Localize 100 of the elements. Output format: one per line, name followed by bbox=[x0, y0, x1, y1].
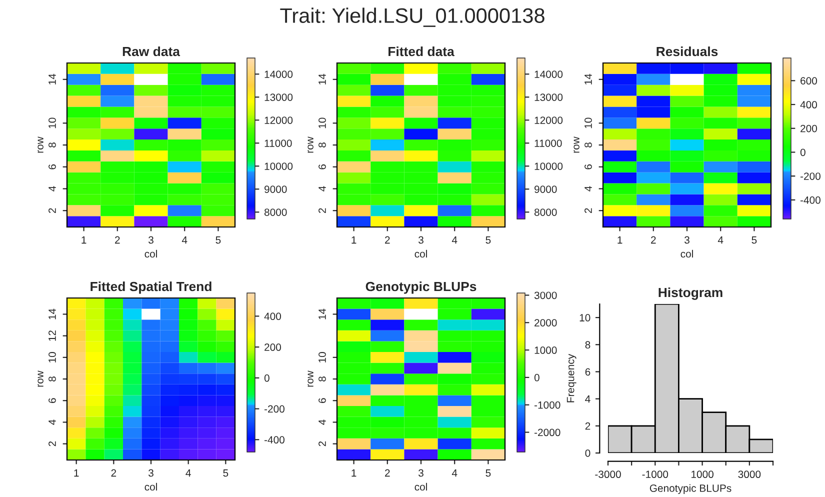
color-bar-label: 10000 bbox=[534, 162, 563, 170]
y-tick-label: 8 bbox=[48, 142, 56, 148]
y-tick-label: 2 bbox=[318, 441, 326, 446]
y-tick-label: 12 bbox=[48, 330, 56, 341]
y-tick-label: 14 bbox=[318, 308, 326, 320]
y-tick-label: 14 bbox=[48, 74, 56, 84]
y-tick-label: 6 bbox=[585, 368, 590, 376]
x-tick-label: -1000 bbox=[642, 470, 668, 478]
x-tick-label: 3000 bbox=[738, 470, 761, 478]
x-tick-label: 4 bbox=[718, 236, 724, 244]
y-tick-label: 6 bbox=[318, 164, 326, 170]
y-axis-title: row bbox=[308, 370, 314, 387]
color-bar-label: 14000 bbox=[264, 70, 293, 78]
color-bar-label: 12000 bbox=[264, 116, 293, 124]
y-axis-title: Frequency bbox=[566, 354, 576, 402]
x-tick-label: -3000 bbox=[595, 470, 621, 478]
x-tick-label: 1 bbox=[618, 236, 622, 244]
color-bar-label: 1000 bbox=[534, 346, 557, 354]
color-bar-label: -400 bbox=[264, 436, 284, 444]
color-bar-label: 0 bbox=[800, 148, 806, 156]
x-tick-label: 5 bbox=[216, 236, 221, 244]
color-bar-label: 0 bbox=[264, 374, 270, 382]
x-tick-label: 3 bbox=[148, 236, 154, 244]
y-tick-label: 10 bbox=[584, 118, 592, 128]
y-tick-label: 6 bbox=[584, 164, 592, 170]
y-tick-label: 4 bbox=[318, 186, 326, 192]
y-tick-label: 8 bbox=[585, 341, 590, 349]
x-tick-label: 2 bbox=[385, 469, 390, 477]
x-tick-label: 2 bbox=[651, 236, 656, 244]
chart-title: Fitted data bbox=[388, 46, 454, 56]
y-axis-title: row bbox=[308, 136, 314, 153]
x-tick-label: 2 bbox=[385, 236, 390, 244]
y-tick-label: 4 bbox=[48, 420, 56, 425]
chart-title: Fitted Spatial Trend bbox=[90, 281, 212, 294]
x-tick-label: 4 bbox=[452, 469, 458, 477]
y-tick-label: 8 bbox=[584, 142, 592, 148]
color-bar-label: 9000 bbox=[264, 186, 287, 193]
x-tick-label: 4 bbox=[452, 236, 458, 244]
y-tick-label: 10 bbox=[318, 352, 326, 362]
x-axis-title: col bbox=[414, 250, 427, 258]
color-bar-label: 12000 bbox=[534, 116, 563, 124]
y-tick-label: 4 bbox=[318, 420, 326, 425]
color-bar-label: 600 bbox=[800, 77, 817, 85]
y-axis-title: row bbox=[38, 370, 44, 387]
chart-title: Residuals bbox=[656, 46, 718, 56]
y-axis-title: row bbox=[38, 136, 44, 153]
color-bar-label: 3000 bbox=[534, 292, 557, 300]
y-tick-label: 0 bbox=[585, 450, 590, 457]
x-axis-title: Genotypic BLUPs bbox=[650, 484, 732, 494]
chart-title: Raw data bbox=[122, 46, 180, 56]
color-bar-label: 400 bbox=[800, 101, 817, 108]
x-axis-title: col bbox=[144, 482, 157, 491]
x-tick-label: 1 bbox=[74, 469, 79, 477]
color-bar-label: 9000 bbox=[534, 186, 557, 193]
y-tick-label: 8 bbox=[318, 142, 326, 148]
y-tick-label: 8 bbox=[48, 376, 56, 382]
y-tick-label: 14 bbox=[318, 74, 326, 84]
color-bar-label: 14000 bbox=[534, 70, 563, 78]
y-tick-label: 2 bbox=[48, 208, 56, 213]
x-tick-label: 1 bbox=[82, 236, 86, 244]
y-tick-label: 10 bbox=[48, 352, 56, 362]
y-tick-label: 10 bbox=[48, 118, 56, 128]
y-tick-label: 2 bbox=[318, 208, 326, 213]
color-bar-label: 0 bbox=[534, 374, 540, 382]
color-bar-label: -400 bbox=[800, 196, 820, 204]
color-bar-label: 11000 bbox=[264, 140, 292, 147]
x-tick-label: 1 bbox=[352, 236, 356, 244]
x-tick-label: 1000 bbox=[691, 470, 714, 478]
y-tick-label: 14 bbox=[48, 308, 56, 320]
color-bar-label: 200 bbox=[800, 124, 817, 132]
y-tick-label: 8 bbox=[318, 376, 326, 382]
color-bar-label: 8000 bbox=[534, 208, 557, 216]
x-tick-label: 4 bbox=[182, 236, 188, 244]
x-tick-label: 2 bbox=[115, 236, 120, 244]
y-tick-label: 4 bbox=[584, 186, 592, 192]
color-bar-label: -200 bbox=[800, 172, 820, 180]
x-tick-label: 1 bbox=[352, 469, 356, 477]
y-tick-label: 4 bbox=[48, 186, 56, 192]
color-bar-label: -1000 bbox=[534, 401, 560, 409]
color-bar-label: 2000 bbox=[534, 319, 557, 326]
x-axis-title: col bbox=[680, 250, 693, 258]
y-tick-label: 4 bbox=[585, 395, 590, 403]
y-tick-label: 10 bbox=[318, 118, 326, 128]
color-bar-label: -200 bbox=[264, 405, 284, 413]
text: Trait: Yield.LSU_01.0000138 bbox=[280, 8, 544, 27]
y-tick-label: 6 bbox=[48, 164, 56, 170]
y-tick-label: 6 bbox=[48, 398, 56, 403]
color-bar-label: 8000 bbox=[264, 208, 287, 216]
x-tick-label: 5 bbox=[752, 236, 757, 244]
color-bar-label: 13000 bbox=[534, 94, 563, 101]
color-bar-label: 400 bbox=[264, 312, 281, 320]
x-tick-label: 5 bbox=[223, 469, 228, 477]
y-tick-label: 2 bbox=[584, 208, 592, 213]
y-tick-label: 2 bbox=[48, 441, 56, 446]
x-axis-title: col bbox=[414, 482, 427, 491]
color-bar-label: 10000 bbox=[264, 162, 293, 170]
y-tick-label: 2 bbox=[585, 422, 590, 430]
y-tick-label: 10 bbox=[580, 314, 590, 322]
color-bar-label: 200 bbox=[264, 344, 281, 351]
x-axis-title: col bbox=[144, 250, 157, 258]
